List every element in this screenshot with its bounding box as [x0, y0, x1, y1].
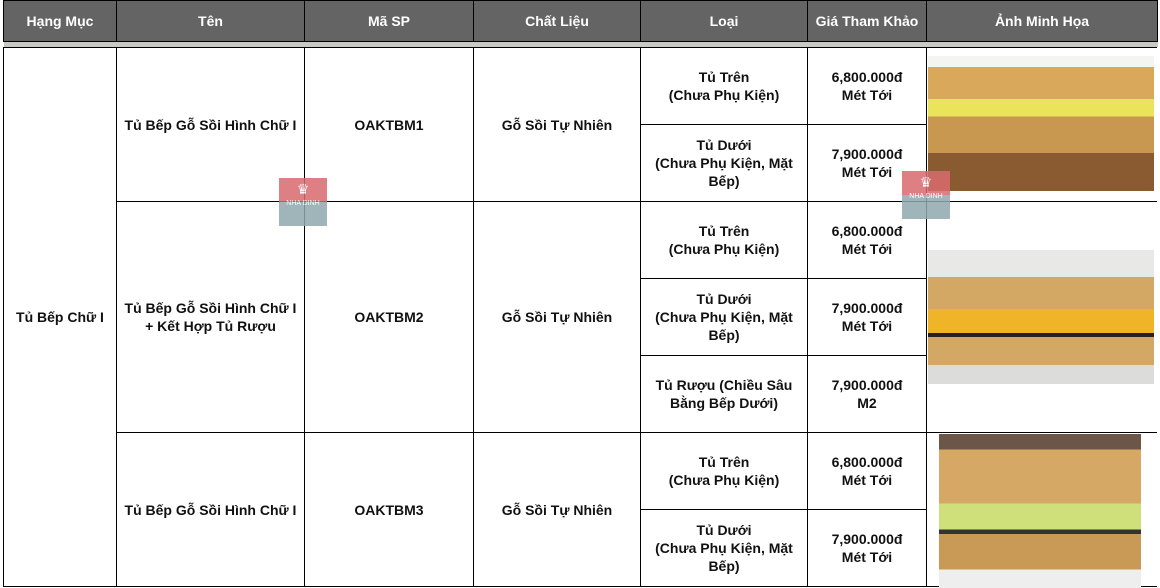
type-cell: Tủ Dưới (Chưa Phụ Kiện, Mặt Bếp): [640, 509, 808, 587]
product-name-cell: Tủ Bếp Gỗ Sồi Hình Chữ I: [116, 47, 305, 202]
table-row: Tủ Dưới (Chưa Phụ Kiện, Mặt Bếp) 7,900.00…: [4, 278, 1158, 356]
column-header: Chất Liệu: [473, 0, 641, 42]
watermark-logo: ♛ NHA DINH: [279, 178, 327, 226]
price-cell: 7,900.000đ M2: [807, 355, 927, 433]
material-cell: Gỗ Sồi Tự Nhiên: [473, 432, 641, 587]
column-header: Ảnh Minh Họa: [926, 0, 1158, 42]
table-row: Tủ Dưới (Chưa Phụ Kiện, Mặt Bếp) 7,900.00…: [4, 509, 1158, 587]
product-name-cell: Tủ Bếp Gỗ Sồi Hình Chữ I + Kết Hợp Tủ Rư…: [116, 201, 305, 433]
price-cell: 6,800.000đ Mét Tới: [807, 432, 927, 510]
type-cell: Tủ Trên (Chưa Phụ Kiện): [640, 201, 808, 279]
table-row: Tủ Rượu (Chiều Sâu Bằng Bếp Dưới) 7,900.0…: [4, 355, 1158, 433]
product-code-cell: OAKTBM3: [304, 432, 474, 587]
illustration-cell: [926, 47, 1158, 202]
column-header: Giá Tham Khảo: [807, 0, 927, 42]
kitchen-image[interactable]: [939, 434, 1141, 588]
product-code-cell: OAKTBM1: [304, 47, 474, 202]
type-cell: Tủ Dưới (Chưa Phụ Kiện, Mặt Bếp): [640, 278, 808, 356]
type-cell: Tủ Dưới (Chưa Phụ Kiện, Mặt Bếp): [640, 124, 808, 202]
type-cell: Tủ Trên (Chưa Phụ Kiện): [640, 432, 808, 510]
kitchen-image[interactable]: [928, 56, 1154, 191]
product-price-table: Hạng Mục Tên Mã SP Chất Liệu Loại Giá Tham Kh…: [3, 0, 1158, 588]
illustration-cell: [926, 432, 1158, 588]
illustration-cell: [926, 201, 1158, 433]
column-header: Tên: [116, 0, 305, 42]
material-cell: Gỗ Sồi Tự Nhiên: [473, 47, 641, 202]
column-header: Mã SP: [304, 0, 474, 42]
watermark-logo: ♛ NHA DINH: [902, 171, 950, 219]
kitchen-image[interactable]: [928, 250, 1154, 384]
product-code-cell: OAKTBM2: [304, 201, 474, 433]
price-cell: 7,900.000đ Mét Tới: [807, 509, 927, 587]
table-row: Tủ Bếp Chữ I Tủ Bếp Gỗ Sồi Hình Chữ I OAKT…: [3, 47, 1158, 587]
table-row: Tủ Bếp Gỗ Sồi Hình Chữ I + Kết Hợp Tủ Rư…: [4, 201, 1158, 433]
material-cell: Gỗ Sồi Tự Nhiên: [473, 201, 641, 433]
table-row: Tủ Bếp Gỗ Sồi Hình Chữ I OAKTBM3 Gỗ Sồi Tự…: [4, 432, 1158, 588]
column-header: Loại: [640, 0, 808, 42]
price-cell: 6,800.000đ Mét Tới: [807, 47, 927, 125]
category-cell: Tủ Bếp Chữ I: [3, 47, 117, 587]
type-cell: Tủ Rượu (Chiều Sâu Bằng Bếp Dưới): [640, 355, 808, 433]
product-name-cell: Tủ Bếp Gỗ Sồi Hình Chữ I: [116, 432, 305, 587]
column-header: Hạng Mục: [3, 0, 117, 42]
type-cell: Tủ Trên (Chưa Phụ Kiện): [640, 47, 808, 125]
price-cell: 7,900.000đ Mét Tới: [807, 278, 927, 356]
